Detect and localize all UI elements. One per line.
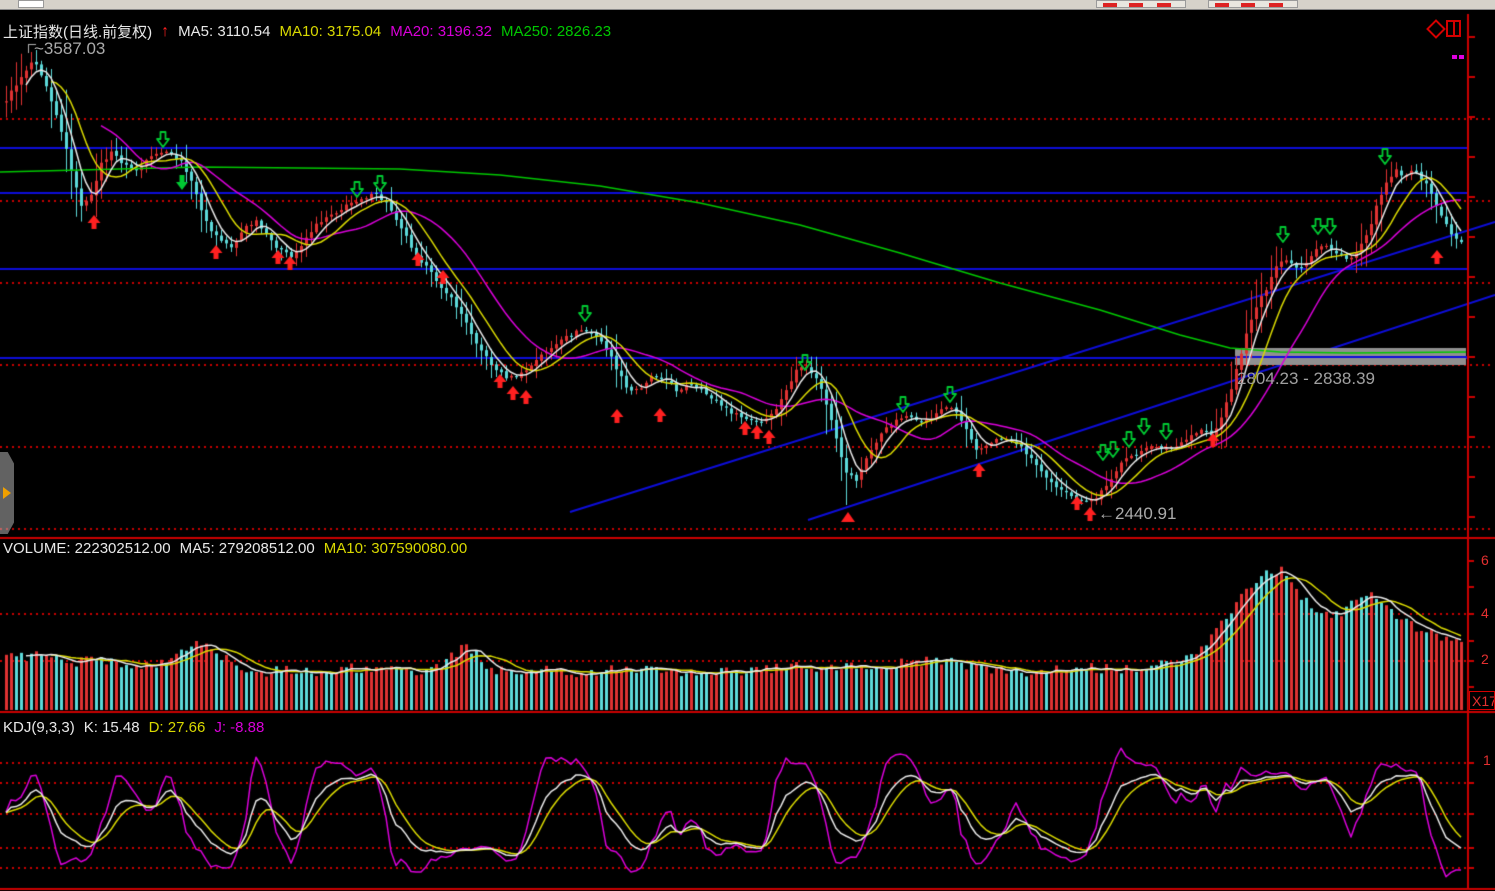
marker-dot — [1452, 55, 1457, 59]
marker-dot — [1459, 55, 1464, 59]
menu-bar[interactable] — [0, 0, 1495, 10]
menu-quote-box[interactable] — [1208, 0, 1298, 8]
menu-button-fragment[interactable] — [18, 0, 44, 8]
window-split-icon[interactable] — [1446, 20, 1461, 37]
menu-quote-box[interactable] — [1096, 0, 1186, 8]
expand-arrow-icon — [3, 487, 11, 499]
zoom-level-box[interactable]: X17 — [1469, 691, 1495, 710]
panel-expand-handle[interactable] — [0, 452, 14, 534]
